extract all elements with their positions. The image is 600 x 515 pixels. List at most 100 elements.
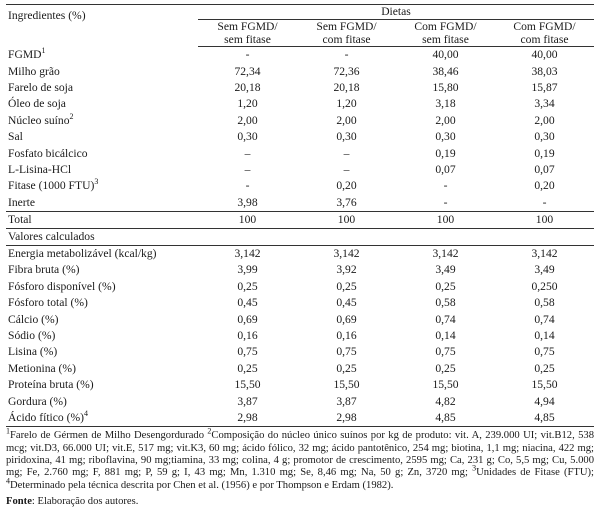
table-cell: 3,142 bbox=[333, 247, 360, 261]
table-row: Fitase (1000 FTU)3 - 0,20 - 0,20 bbox=[6, 178, 594, 194]
table-cell: 3,92 bbox=[336, 263, 357, 277]
table-cell: 15,80 bbox=[432, 80, 459, 94]
table-cell: 20,18 bbox=[333, 80, 360, 94]
table-footnotes: 1Farelo de Gérmen de Milho Desengordurad… bbox=[6, 426, 594, 492]
table-cell: 38,03 bbox=[531, 64, 558, 78]
table-cell: - bbox=[245, 48, 250, 62]
table-cell: 2,00 bbox=[534, 113, 555, 127]
table-row: FGMD1 - - 40,00 40,00 bbox=[6, 47, 594, 64]
footnote-marker: 2 bbox=[207, 426, 212, 436]
column-header: Com FGMD/com fitase bbox=[495, 19, 594, 47]
table-row: Óleo de soja 1,20 1,20 3,18 3,34 bbox=[6, 96, 594, 112]
table-cell: 100 bbox=[495, 210, 594, 229]
table-cell: 0,75 bbox=[435, 345, 456, 359]
table-cell: 2,00 bbox=[237, 113, 258, 127]
row-label: Núcleo suíno2 bbox=[6, 111, 198, 129]
row-label: Fósforo disponível (%) bbox=[6, 279, 198, 295]
footnote-text: Farelo de Gérmen de Milho Desengordurado bbox=[10, 430, 208, 442]
row-label: Gordura (%) bbox=[6, 393, 198, 409]
table-header-row-2: Sem FGMD/sem fitase Sem FGMD/com fitase … bbox=[6, 19, 594, 47]
column-header: Sem FGMD/sem fitase bbox=[198, 19, 297, 47]
table-cell: 0,07 bbox=[435, 162, 456, 176]
table-cell: 4,82 bbox=[435, 394, 456, 408]
table-cell: 0,69 bbox=[237, 312, 258, 326]
table-cell: - bbox=[542, 195, 547, 209]
table-cell: 0,30 bbox=[534, 130, 555, 144]
footnote-text: Composição do núcleo único suínos por kg… bbox=[6, 430, 594, 479]
table-cell: 3,142 bbox=[234, 247, 261, 261]
column-header: Sem FGMD/com fitase bbox=[297, 19, 396, 47]
table-cell: 72,36 bbox=[333, 64, 360, 78]
table-cell: - bbox=[443, 195, 448, 209]
table-cell: 0,25 bbox=[435, 361, 456, 375]
table-cell: 1,20 bbox=[336, 97, 357, 111]
total-row: Total 100 100 100 100 bbox=[6, 210, 594, 229]
footnote-text: Determinado pela técnica descrita por Ch… bbox=[10, 479, 394, 491]
table-cell: 0,14 bbox=[534, 329, 555, 343]
row-label-text: Fósforo total (%) bbox=[8, 296, 88, 310]
table-cell: 3,142 bbox=[432, 247, 459, 261]
table-cell: 0,75 bbox=[237, 345, 258, 359]
table-cell: 0,20 bbox=[534, 179, 555, 193]
table-cell: 0,30 bbox=[237, 130, 258, 144]
footnote-marker: 2 bbox=[69, 111, 74, 121]
table-cell: 3,87 bbox=[336, 394, 357, 408]
row-label-text: L-Lisina-HCl bbox=[8, 162, 72, 176]
row-label: Milho grão bbox=[6, 63, 198, 79]
table-row: Inerte 3,98 3,76 - - bbox=[6, 195, 594, 212]
row-label-text: Núcleo suíno bbox=[8, 113, 70, 127]
table-cell: 0,25 bbox=[237, 279, 258, 293]
column-header: Com FGMD/sem fitase bbox=[396, 19, 495, 47]
table-cell: 40,00 bbox=[432, 48, 459, 62]
row-label: Cálcio (%) bbox=[6, 311, 198, 327]
table-cell: 0,58 bbox=[435, 296, 456, 310]
table-cell: 15,50 bbox=[234, 378, 261, 392]
row-label-text: Sódio (%) bbox=[8, 329, 56, 343]
table-cell: 1,20 bbox=[237, 97, 258, 111]
table-cell: 3,49 bbox=[534, 263, 555, 277]
table-cell: - bbox=[344, 48, 349, 62]
row-label-text: Fibra bruta (%) bbox=[8, 263, 80, 277]
table-cell: 0,75 bbox=[534, 345, 555, 359]
source-note: Fonte: Elaboração dos autores. bbox=[6, 495, 594, 508]
table-row: L-Lisina-HCl – – 0,07 0,07 bbox=[6, 162, 594, 178]
table-cell: 0,45 bbox=[336, 296, 357, 310]
row-label-text: Milho grão bbox=[8, 64, 60, 78]
table-row: Lisina (%) 0,75 0,75 0,75 0,75 bbox=[6, 344, 594, 360]
table-cell: 0,75 bbox=[336, 345, 357, 359]
section-header-row: Valores calculados bbox=[6, 228, 594, 246]
table-cell: 0,58 bbox=[534, 296, 555, 310]
diet-composition-table: Ingredientes (%) Dietas Sem FGMD/sem fit… bbox=[6, 4, 594, 428]
table-cell: 2,00 bbox=[336, 113, 357, 127]
table-row: Fibra bruta (%) 3,99 3,92 3,49 3,49 bbox=[6, 262, 594, 278]
total-label: Total bbox=[6, 210, 198, 229]
row-label: Metionina (%) bbox=[6, 361, 198, 377]
table-cell: - bbox=[245, 179, 250, 193]
footnote-marker: 1 bbox=[41, 46, 46, 56]
table-cell: 0,30 bbox=[435, 130, 456, 144]
row-label: Óleo de soja bbox=[6, 96, 198, 112]
table-cell: 15,50 bbox=[531, 378, 558, 392]
table-cell: 0,25 bbox=[336, 279, 357, 293]
table-cell: – bbox=[244, 162, 251, 176]
footnote-marker: 4 bbox=[83, 409, 88, 419]
table-cell: 72,34 bbox=[234, 64, 261, 78]
table-cell: 0,07 bbox=[534, 162, 555, 176]
table-row: Sódio (%) 0,16 0,16 0,14 0,14 bbox=[6, 328, 594, 344]
table-cell: 4,85 bbox=[396, 409, 495, 428]
row-label: Fósforo total (%) bbox=[6, 295, 198, 311]
row-label: Fosfato bicálcico bbox=[6, 145, 198, 161]
table-cell: 20,18 bbox=[234, 80, 261, 94]
row-label: Farelo de soja bbox=[6, 80, 198, 96]
row-label: Energia metabolizável (kcal/kg) bbox=[6, 245, 198, 262]
table-cell: 0,16 bbox=[237, 329, 258, 343]
row-label: Proteína bruta (%) bbox=[6, 377, 198, 393]
table-header-row-1: Ingredientes (%) Dietas bbox=[6, 4, 594, 22]
table-cell: 100 bbox=[297, 210, 396, 229]
table-cell: 40,00 bbox=[531, 48, 558, 62]
table-cell: 2,00 bbox=[435, 113, 456, 127]
section-label: Valores calculados bbox=[6, 228, 594, 246]
table-cell: - bbox=[443, 179, 448, 193]
table-row: Proteína bruta (%) 15,50 15,50 15,50 15,50 bbox=[6, 377, 594, 393]
table-row: Fósforo disponível (%) 0,25 0,25 0,25 0,250 bbox=[6, 279, 594, 295]
